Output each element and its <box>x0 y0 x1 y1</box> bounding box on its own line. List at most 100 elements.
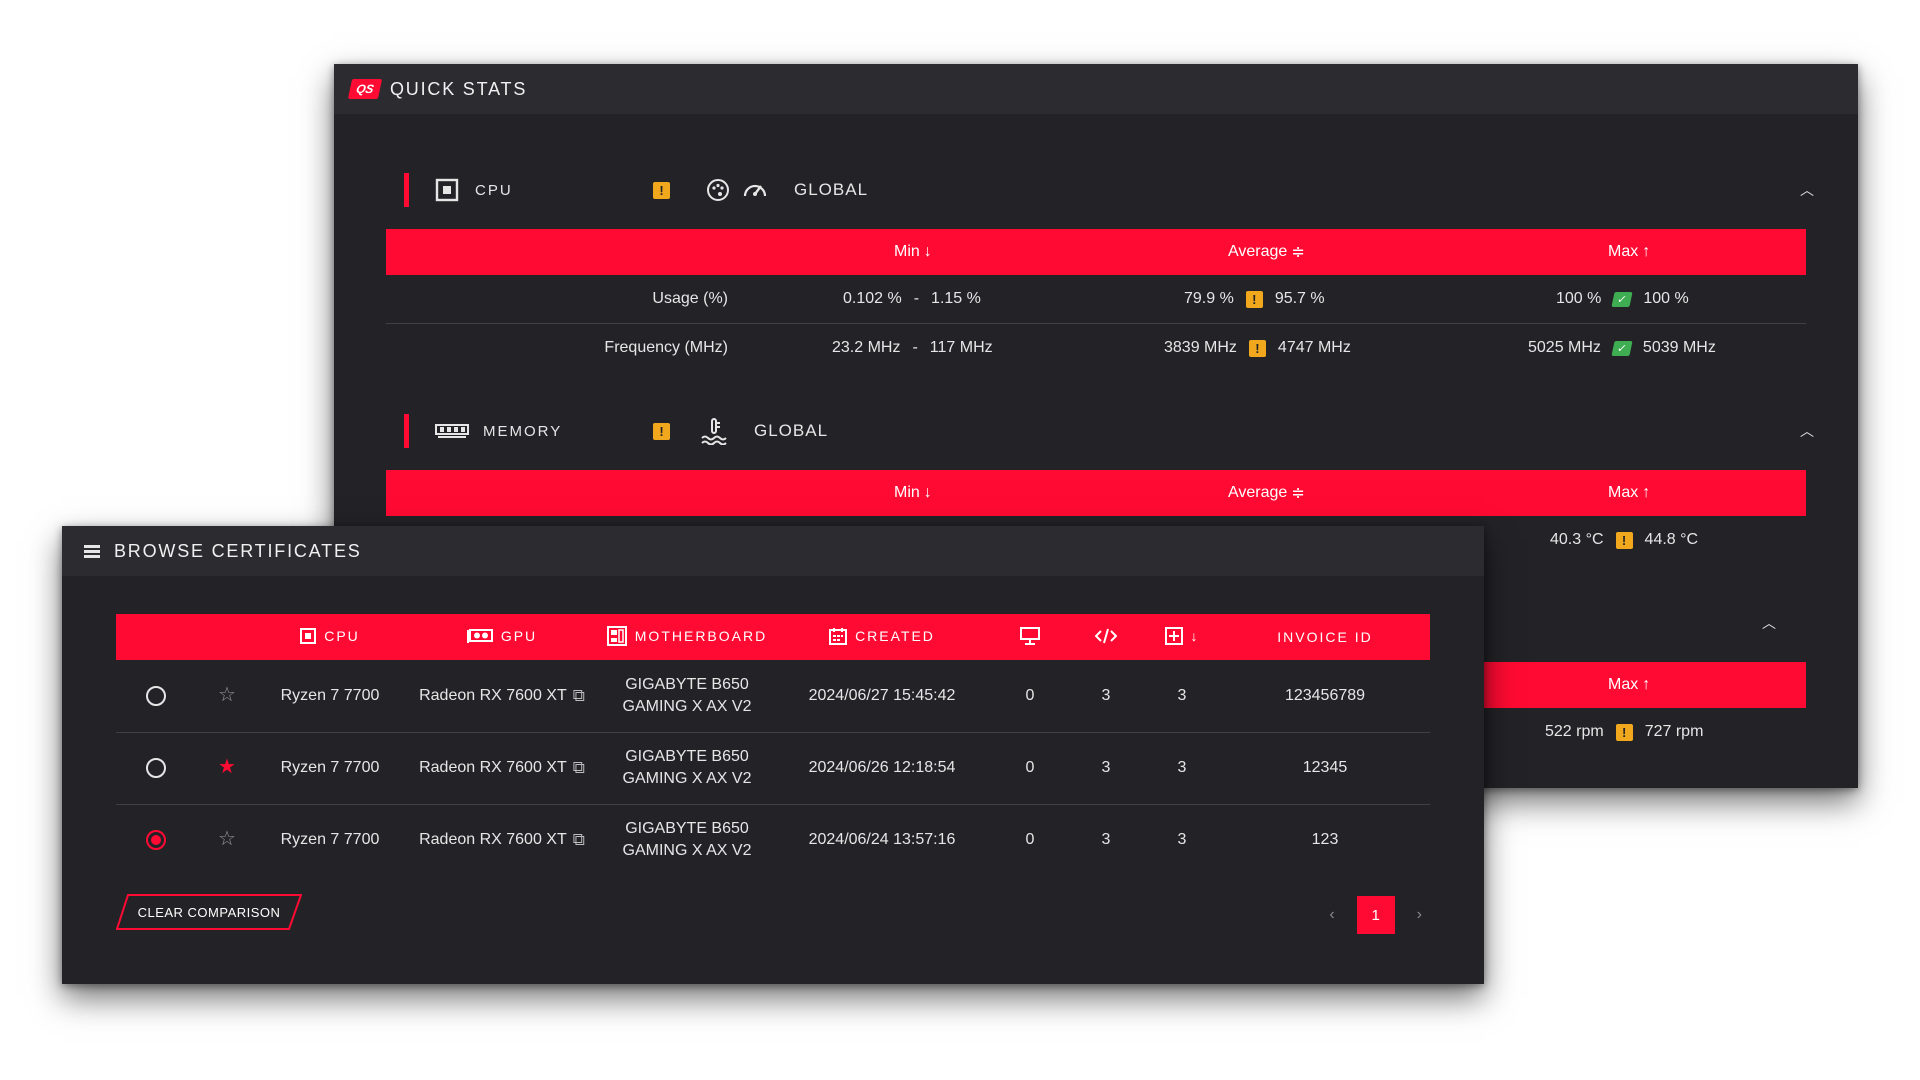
min-label: Min <box>894 243 920 260</box>
select-cell <box>116 660 196 733</box>
motherboard-line-2: GAMING X AX V2 <box>622 842 752 860</box>
value: 4747 MHz <box>1277 339 1351 356</box>
motherboard-cell: GIGABYTE B650 GAMING X AX V2 <box>602 732 772 805</box>
motherboard-line-1: GIGABYTE B650 <box>625 820 749 838</box>
display-count-cell: 0 <box>1025 831 1035 849</box>
compress-icon: ≑ <box>1291 244 1305 261</box>
max-label: Max <box>1608 484 1639 501</box>
favorite-cell: ★ <box>196 732 258 805</box>
favorite-column-header <box>196 614 258 660</box>
cpu-min-column[interactable]: Min ↓ <box>894 243 932 261</box>
memory-section-header[interactable]: MEMORY ! GLOBAL ︿ <box>404 411 1824 451</box>
gpu-cell: Radeon RX 7600 XT ⧉ <box>402 732 602 805</box>
motherboard-icon <box>606 625 627 646</box>
gpu-details-icon[interactable]: ⧉ <box>572 830 585 850</box>
compare-radio[interactable] <box>146 757 166 778</box>
fans-max-column[interactable]: Max ↑ <box>1608 676 1650 694</box>
compare-radio[interactable] <box>146 830 166 851</box>
cpu-collapse-chevron-icon[interactable]: ︿ <box>1800 182 1814 198</box>
speedometer-icon <box>742 178 768 202</box>
code-count-cell: 3 <box>1101 831 1111 849</box>
table-row[interactable]: ★ Ryzen 7 7700 Radeon RX 7600 XT ⧉ GIGABYTE … <box>116 732 1430 805</box>
cpu-chip-icon <box>435 178 459 202</box>
cpu-usage-row: Usage (%) 0.102 % -1.15 % 79.9 %! 95.7 % 1… <box>386 275 1806 323</box>
arrow-up-icon: ↑ <box>1642 676 1651 693</box>
clear-comparison-button[interactable]: CLEAR COMPARISON <box>116 894 302 930</box>
created-column-header[interactable]: CREATED <box>772 614 992 660</box>
rpm-max-cell: 522 rpm! 727 rpm <box>1545 723 1703 741</box>
prev-page-chevron-icon[interactable]: ‹ <box>1329 906 1335 923</box>
gpu-cell: Radeon RX 7600 XT ⧉ <box>402 660 602 733</box>
memory-collapse-chevron-icon[interactable]: ︿ <box>1800 423 1814 439</box>
value: 3839 MHz <box>1164 339 1237 356</box>
gpu-details-icon[interactable]: ⧉ <box>572 685 585 705</box>
palette-icon <box>706 178 730 202</box>
arrow-up-icon: ↑ <box>1642 484 1651 501</box>
motherboard-cell: GIGABYTE B650 GAMING X AX V2 <box>602 804 772 876</box>
value: 522 rpm <box>1545 723 1604 740</box>
cpu-section-label: CPU <box>475 181 513 199</box>
display-column-header[interactable] <box>992 614 1068 660</box>
favorite-star-icon[interactable]: ☆ <box>218 683 236 706</box>
gpu-name: Radeon RX 7600 XT <box>419 759 567 777</box>
memory-average-column[interactable]: Average ≑ <box>1228 483 1305 503</box>
invoice-cell: 123456789 <box>1220 660 1430 733</box>
favorite-cell: ☆ <box>196 660 258 733</box>
next-page-chevron-icon[interactable]: › <box>1416 906 1422 923</box>
memory-stats-header: Min ↓ Average ≑ Max ↑ <box>386 470 1806 516</box>
pagination: ‹ 1 › <box>1329 896 1422 934</box>
memory-accent-bar <box>404 414 409 448</box>
max-label: Max <box>1608 676 1639 693</box>
display-count-cell: 0 <box>992 732 1068 805</box>
fans-collapse-chevron-icon[interactable]: ︿ <box>1762 615 1776 631</box>
warning-icon: ! <box>1615 723 1633 741</box>
value: 95.7 % <box>1274 290 1325 307</box>
select-cell <box>116 804 196 876</box>
cpu-section-header[interactable]: CPU ! GLOBAL ︿ <box>404 170 1824 210</box>
temperature-max-cell: 40.3 °C! 44.8 °C <box>1550 531 1698 549</box>
value: 100 % <box>1643 290 1689 307</box>
motherboard-line-1: GIGABYTE B650 <box>625 748 749 765</box>
range-separator: - <box>912 339 918 356</box>
table-row[interactable]: ☆ Ryzen 7 7700 Radeon RX 7600 XT ⧉ GIGABYTE … <box>116 660 1430 733</box>
table-row[interactable]: ☆ Ryzen 7 7700 Radeon RX 7600 XT ⧉ GIGABYTE … <box>116 804 1430 876</box>
cpu-column-header[interactable]: CPU <box>258 614 402 660</box>
cpu-max-column[interactable]: Max ↑ <box>1608 243 1650 261</box>
value: 5025 MHz <box>1528 339 1601 356</box>
motherboard-header-label: MOTHERBOARD <box>634 627 768 644</box>
motherboard-cell: GIGABYTE B650 GAMING X AX V2 <box>602 660 772 733</box>
value: 5039 MHz <box>1642 339 1716 356</box>
value: 1.15 % <box>931 290 981 307</box>
page-1-button[interactable]: 1 <box>1356 896 1395 934</box>
cpu-chip-icon <box>300 627 317 644</box>
max-label: Max <box>1608 243 1639 260</box>
invoice-column-header[interactable]: INVOICE ID <box>1220 614 1430 660</box>
memory-max-column[interactable]: Max ↑ <box>1608 484 1650 502</box>
gpu-column-header[interactable]: GPU <box>402 614 602 660</box>
code-column-header[interactable] <box>1068 614 1144 660</box>
warning-icon: ! <box>1245 290 1263 308</box>
usage-average-cell: 79.9 %! 95.7 % <box>1184 290 1325 308</box>
motherboard-column-header[interactable]: MOTHERBOARD <box>602 614 772 660</box>
memory-module-icon <box>435 422 469 440</box>
added-column-header[interactable]: ↓ <box>1144 614 1220 660</box>
value: 100 % <box>1556 290 1602 307</box>
cpu-average-column[interactable]: Average ≑ <box>1228 242 1305 262</box>
added-count-cell: 3 <box>1177 831 1187 849</box>
memory-min-column[interactable]: Min ↓ <box>894 484 932 502</box>
sort-down-icon: ↓ <box>1190 627 1200 644</box>
favorite-star-icon[interactable]: ★ <box>218 756 236 778</box>
compare-radio[interactable] <box>146 685 166 706</box>
min-label: Min <box>894 484 920 501</box>
check-icon: ✓ <box>1611 340 1633 356</box>
favorite-star-icon[interactable]: ☆ <box>218 828 236 851</box>
motherboard-line-1: GIGABYTE B650 <box>625 675 749 693</box>
gpu-details-icon[interactable]: ⧉ <box>572 757 585 777</box>
cpu-warning-icon: ! <box>653 181 670 199</box>
quick-stats-title: QUICK STATS <box>390 78 528 99</box>
frequency-max-cell: 5025 MHz ✓ 5039 MHz <box>1528 339 1716 357</box>
frequency-min-cell: 23.2 MHz -117 MHz <box>832 339 993 357</box>
value: 44.8 °C <box>1644 531 1699 548</box>
memory-scope-label: GLOBAL <box>754 421 829 440</box>
code-icon <box>1095 628 1117 644</box>
